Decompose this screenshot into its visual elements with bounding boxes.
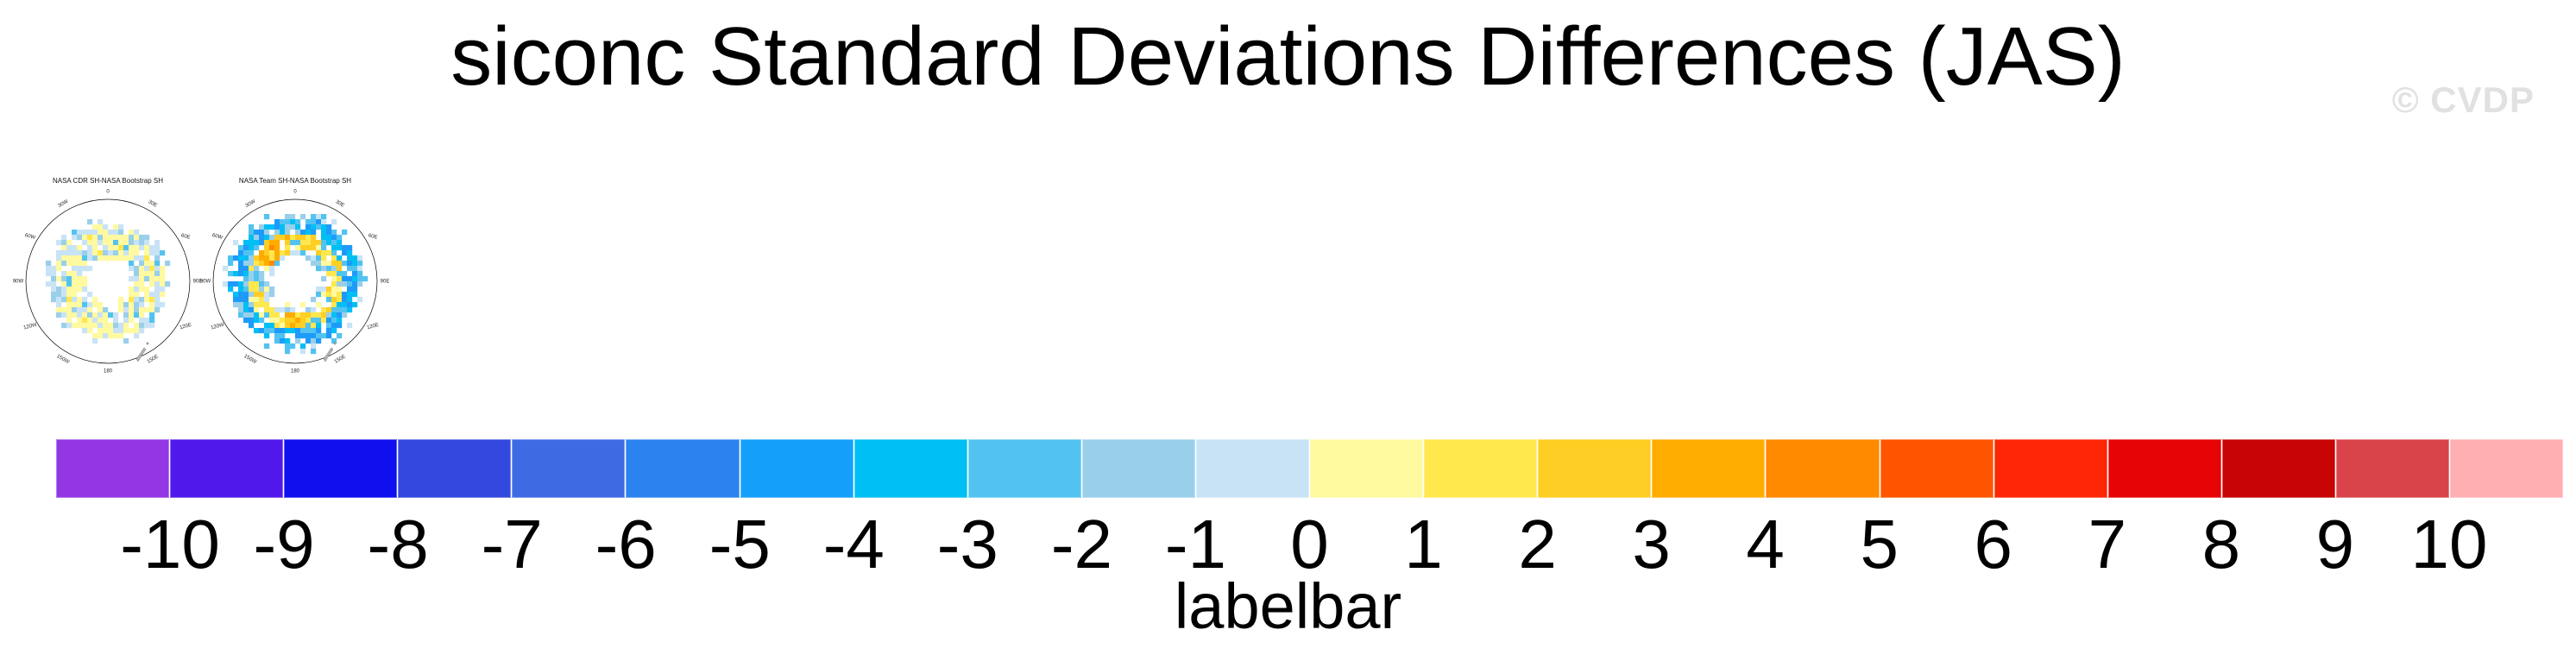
lon-label: 0 <box>293 190 297 195</box>
labelbar-tick: 1 <box>1404 506 1443 582</box>
lon-label: 90E <box>193 280 203 285</box>
labelbar-ticks: -10 -9 -8 -7 -6 -5 -4 -3 -2 -1 0 1 2 3 4 5 6 7 8 9 10 <box>56 510 2563 579</box>
lon-label: 120E <box>180 323 192 330</box>
page-title: siconc Standard Deviations Differences (… <box>450 10 2126 103</box>
labelbar-tick: -6 <box>595 506 657 582</box>
labelbar-cell <box>1424 439 1538 498</box>
labelbar-tick: 7 <box>2088 506 2127 582</box>
lon-label: 30W <box>244 199 256 210</box>
lon-label: 150W <box>55 354 70 365</box>
labelbar-cell <box>1766 439 1880 498</box>
lon-label: 180 <box>291 369 300 375</box>
lon-label: 120E <box>367 323 380 330</box>
labelbar-colorbar <box>56 439 2564 498</box>
lon-label: 150W <box>242 354 257 365</box>
labelbar-cell <box>1880 439 1993 498</box>
labelbar-cell <box>853 439 967 498</box>
labelbar-tick: 10 <box>2410 506 2488 582</box>
polar-map-nasa-team: 0 30E 60E 90E 120E 150E 180 150W 120W 90W 60W 30W <box>200 190 390 375</box>
difference-data-cells <box>223 214 368 355</box>
labelbar-cell <box>2449 439 2564 498</box>
labelbar-cell <box>1195 439 1310 498</box>
labelbar-cell <box>1081 439 1195 498</box>
labelbar-cell <box>1652 439 1766 498</box>
lon-label: 0 <box>106 190 110 195</box>
labelbar-cell <box>967 439 1081 498</box>
lon-label: 180 <box>104 369 113 375</box>
lon-label: 30E <box>335 199 345 209</box>
labelbar-cell <box>1538 439 1652 498</box>
labelbar-cell <box>56 439 170 498</box>
lon-label: 120W <box>23 323 38 331</box>
labelbar-tick: -9 <box>253 506 315 582</box>
lon-label: 90E <box>381 280 390 285</box>
labelbar-tick: -7 <box>481 506 543 582</box>
labelbar-tick: -5 <box>709 506 771 582</box>
labelbar-cell <box>740 439 853 498</box>
labelbar-cell <box>2107 439 2221 498</box>
labelbar-tick: -8 <box>367 506 429 582</box>
polar-map-nasa-cdr: 0 30E 60E 90E 120E 150E 180 150W 120W 90W 60W 30W <box>13 190 203 375</box>
difference-data-cells <box>46 219 171 344</box>
lon-label: 150E <box>147 354 160 364</box>
labelbar-tick: 4 <box>1746 506 1785 582</box>
map-title: NASA Team SH-NASA Bootstrap SH <box>238 177 352 185</box>
labelbar-cell <box>626 439 740 498</box>
cvdp-watermark: © CVDP <box>2391 79 2535 120</box>
lon-label: 30E <box>148 199 158 209</box>
lon-label: 60W <box>211 233 224 241</box>
labelbar-cell <box>2335 439 2449 498</box>
labelbar-cell <box>398 439 512 498</box>
labelbar-tick: 0 <box>1290 506 1329 582</box>
map-panel-nasa-team: NASA Team SH-NASA Bootstrap SH 0 30E 60E 90… <box>200 176 390 387</box>
lon-label: 120W <box>211 323 225 331</box>
lon-label: 90W <box>200 280 211 285</box>
labelbar-tick: 6 <box>1974 506 2013 582</box>
labelbar-tick: 9 <box>2315 506 2355 582</box>
labelbar-cell <box>284 439 398 498</box>
map-title: NASA CDR SH-NASA Bootstrap SH <box>52 177 164 185</box>
labelbar-tick: -1 <box>1164 506 1227 582</box>
labelbar-tick: 8 <box>2201 506 2241 582</box>
labelbar-tick: 5 <box>1860 506 1899 582</box>
labelbar-cell <box>512 439 626 498</box>
lon-label: 90W <box>13 280 24 285</box>
lon-label: 30W <box>57 199 69 210</box>
labelbar-title: labelbar <box>1174 570 1402 642</box>
labelbar-tick: -2 <box>1050 506 1112 582</box>
labelbar-cell <box>2221 439 2335 498</box>
labelbar-cell <box>1993 439 2107 498</box>
labelbar-tick: 3 <box>1632 506 1671 582</box>
labelbar-cell <box>1310 439 1424 498</box>
lon-label: 60E <box>180 233 191 241</box>
labelbar-tick: -10 <box>120 506 220 582</box>
labelbar-tick: 2 <box>1518 506 1557 582</box>
lon-label: 150E <box>334 354 347 364</box>
labelbar-tick: -3 <box>936 506 998 582</box>
lon-label: 60E <box>368 233 378 241</box>
labelbar-cell <box>170 439 284 498</box>
lon-label: 60W <box>24 233 36 241</box>
labelbar-tick: -4 <box>822 506 885 582</box>
map-panel-nasa-cdr: NASA CDR SH-NASA Bootstrap SH 0 30E 60E 90E… <box>13 176 203 387</box>
